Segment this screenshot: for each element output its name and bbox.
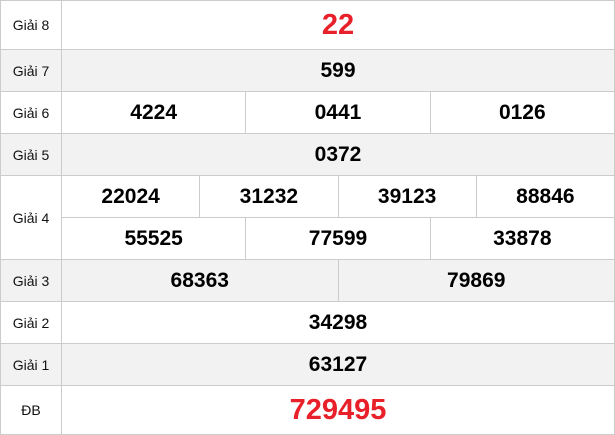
prize-values: 68363 79869	[62, 260, 615, 301]
prize-line: 55525 77599 33878	[62, 217, 615, 259]
prize-label: Giải 7	[1, 50, 62, 91]
prize-values: 599	[62, 50, 615, 91]
prize-number: 22024	[62, 176, 201, 217]
prize-line: 22	[62, 1, 615, 49]
prize-number: 63127	[62, 344, 615, 385]
prize-number: 34298	[62, 302, 615, 343]
prize-row: Giải 4 22024 31232 39123 88846 55525 77599 3387…	[1, 176, 615, 260]
prize-number: 0441	[246, 92, 431, 133]
prize-number: 22	[62, 1, 615, 49]
prize-number: 68363	[62, 260, 339, 301]
prize-values: 729495	[62, 386, 615, 434]
prize-label: Giải 4	[1, 176, 62, 259]
prize-values: 63127	[62, 344, 615, 385]
prize-line: 22024 31232 39123 88846	[62, 176, 615, 217]
prize-values: 22	[62, 1, 615, 49]
prize-number: 79869	[339, 260, 615, 301]
prize-row: Giải 2 34298	[1, 302, 615, 344]
prize-row: Giải 3 68363 79869	[1, 260, 615, 302]
prize-values: 22024 31232 39123 88846 55525 77599 33878	[62, 176, 615, 259]
prize-line: 68363 79869	[62, 260, 615, 301]
prize-number: 599	[62, 50, 615, 91]
prize-label: Giải 8	[1, 1, 62, 49]
prize-line: 4224 0441 0126	[62, 92, 615, 133]
prize-values: 34298	[62, 302, 615, 343]
prize-row: Giải 7 599	[1, 50, 615, 92]
prize-values: 0372	[62, 134, 615, 175]
prize-number: 0126	[431, 92, 615, 133]
prize-row: Giải 6 4224 0441 0126	[1, 92, 615, 134]
prize-line: 34298	[62, 302, 615, 343]
prize-label: Giải 5	[1, 134, 62, 175]
prize-label: Giải 2	[1, 302, 62, 343]
prize-number: 729495	[62, 386, 615, 434]
prize-line: 0372	[62, 134, 615, 175]
prize-number: 39123	[339, 176, 477, 217]
prize-number: 31232	[200, 176, 339, 217]
prize-values: 4224 0441 0126	[62, 92, 615, 133]
prize-number: 88846	[477, 176, 615, 217]
prize-row: Giải 8 22	[1, 1, 615, 50]
prize-line: 599	[62, 50, 615, 91]
prize-row: Giải 5 0372	[1, 134, 615, 176]
prize-number: 4224	[62, 92, 247, 133]
prize-number: 55525	[62, 218, 247, 259]
prize-number: 0372	[62, 134, 615, 175]
prize-label: Giải 3	[1, 260, 62, 301]
prize-label: Giải 1	[1, 344, 62, 385]
prize-number: 77599	[246, 218, 431, 259]
prize-label: Giải 6	[1, 92, 62, 133]
prize-line: 63127	[62, 344, 615, 385]
prize-row: ĐB 729495	[1, 386, 615, 435]
prize-row: Giải 1 63127	[1, 344, 615, 386]
prize-line: 729495	[62, 386, 615, 434]
prize-number: 33878	[431, 218, 615, 259]
prize-label: ĐB	[1, 386, 62, 434]
